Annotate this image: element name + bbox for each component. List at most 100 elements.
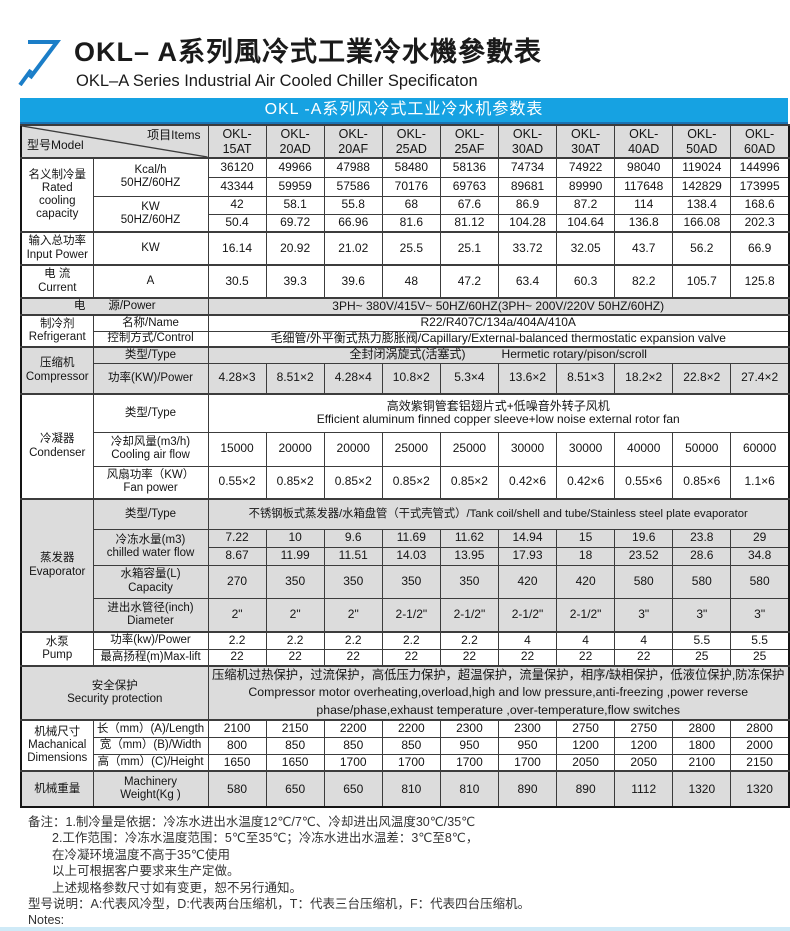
cell: 21.02	[323, 231, 383, 266]
cell: 4	[556, 631, 616, 650]
corner-cell: 项目Items 型号Model	[20, 124, 209, 159]
cell: 67.6	[439, 195, 499, 215]
cell: 138.4	[672, 195, 732, 215]
cell: 580	[730, 564, 790, 599]
note-line: 2.工作范围：冷冻水温度范围：5℃至35℃；冷冻水进出水温差：3℃至8℃，	[52, 831, 479, 846]
cell: 28.6	[672, 546, 732, 566]
table-row: 制冷剂 Refrigerant 名称/Name R22/R407C/134a/404…	[20, 314, 790, 348]
cell: 850	[381, 736, 441, 755]
row-label: 冷却风量(m3/h) Cooling air flow	[92, 431, 209, 467]
cell: 202.3	[730, 213, 790, 233]
model-header-okl-30ad: OKL- 30AD	[497, 124, 558, 159]
cell: 173995	[730, 176, 790, 197]
table-row: 电 源/Power 3PH~ 380V/415V~ 50HZ/60HZ(3PH~ …	[20, 297, 790, 316]
cell: 22	[439, 648, 499, 667]
cell: 11.51	[323, 546, 383, 566]
cell: 50.4	[207, 213, 267, 233]
cell: 580	[672, 564, 732, 599]
cell: 22	[323, 648, 383, 667]
cell: 47.2	[439, 264, 499, 299]
cell: 1320	[730, 770, 790, 808]
cell: 23.52	[614, 546, 674, 566]
section-label-current: 电 流 Current	[20, 264, 94, 299]
note-line: 型号说明：A:代表风冷型，D:代表两台压缩机，T：代表三台压缩机，F：代表四台压…	[28, 897, 531, 912]
cell: 850	[323, 736, 383, 755]
cell: 580	[614, 564, 674, 599]
table-row: 最高扬程(m)Max-lift 22 22 22 22 22 22 22 22 25 25	[21, 648, 790, 667]
table-row: 冷冻水量(m3) chilled water flow 7.22 10 9.6 11.6…	[21, 528, 790, 566]
cell: 2050	[556, 753, 616, 772]
row-label: 类型/Type	[92, 393, 209, 433]
section-label-power-supply: 电 源/Power	[20, 297, 209, 316]
cell: 2100	[207, 719, 267, 738]
spec-table: OKL -A系列风冷式工业冷水机参数表 项目Items 型号Model OKL- 1…	[20, 98, 790, 809]
cell: 420	[497, 564, 558, 599]
cell: 2-1/2"	[439, 597, 499, 633]
cell: 1800	[672, 736, 732, 755]
cell: 850	[265, 736, 325, 755]
cell: 15000	[207, 431, 267, 467]
cell: 350	[323, 564, 383, 599]
cell: 49966	[265, 157, 325, 178]
cell: 87.2	[556, 195, 616, 215]
row-label: 水箱容量(L) Capacity	[92, 564, 209, 599]
table-row: 水泵 Pump 功率(kw)/Power 2.2 2.2 2.2 2.2 2.2 4 4 4 5.5…	[20, 631, 790, 667]
cell: 1.1×6	[730, 465, 790, 500]
cell: 22	[381, 648, 441, 667]
cell: 890	[497, 770, 558, 808]
row-label: 风扇功率（KW） Fan power	[92, 465, 209, 500]
cell: 350	[381, 564, 441, 599]
cell: 2.2	[207, 631, 267, 650]
cell: 19.6	[614, 528, 674, 548]
cell: 4.28×3	[207, 362, 267, 395]
cell: 0.85×2	[439, 465, 499, 500]
table-row: 压缩机 Compressor 类型/Type 全封闭涡旋式(活塞式) Hermeti…	[20, 346, 790, 395]
model-header-okl-15at: OKL- 15AT	[207, 124, 267, 159]
cell: 950	[497, 736, 558, 755]
cell: 30000	[497, 431, 558, 467]
cell: 125.8	[730, 264, 790, 299]
cell: 34.8	[730, 546, 790, 566]
row-value-span: 3PH~ 380V/415V~ 50HZ/60HZ(3PH~ 200V/220V…	[207, 297, 790, 316]
cell: 2"	[207, 597, 267, 633]
row-value-span: 毛细管/外平衡式热力膨胀阀/Capillary/External-balance…	[207, 330, 790, 348]
cell: 2150	[265, 719, 325, 738]
document-header: OKL– A系列風冷式工業冷水機參數表 OKL–A Series Industr…	[16, 30, 542, 91]
cell: 1700	[439, 753, 499, 772]
title-block: OKL– A系列風冷式工業冷水機參數表 OKL–A Series Industr…	[74, 30, 542, 91]
cell: 2.2	[439, 631, 499, 650]
cell: 25	[672, 648, 732, 667]
cell: 650	[265, 770, 325, 808]
cell: 2200	[323, 719, 383, 738]
cell: 29	[730, 528, 790, 548]
cell: 1200	[556, 736, 616, 755]
cell: 43344	[207, 176, 267, 197]
row-label: 类型/Type	[92, 346, 209, 364]
row-label: 名称/Name	[92, 314, 209, 332]
cell: 104.28	[497, 213, 558, 233]
cell: 60000	[730, 431, 790, 467]
row-label: A	[92, 264, 209, 299]
row-value-span: 压缩机过热保护，过流保护，高低压力保护，超温保护，流量保护，相序/缺相保护，低液…	[207, 664, 790, 721]
cell: 5.5	[730, 631, 790, 650]
cell: 104.64	[556, 213, 616, 233]
cell: 22	[614, 648, 674, 667]
cell: 42	[207, 195, 267, 215]
spec-grid: 项目Items 型号Model OKL- 15AT OKL- 20AD OKL- 20A…	[20, 124, 790, 809]
section-label-evaporator: 蒸发器 Evaporator	[20, 498, 94, 633]
cell: 82.2	[614, 264, 674, 299]
cell: 7.22	[207, 528, 267, 548]
note-line: 在冷凝环境温度不高于35℃使用	[52, 847, 230, 862]
table-row: 蒸发器 Evaporator 类型/Type 不锈钢板式蒸发器/水箱盘管（干式壳管式…	[20, 498, 790, 633]
cell: 2300	[439, 719, 499, 738]
cell: 39.3	[265, 264, 325, 299]
cell: 50000	[672, 431, 732, 467]
cell: 3"	[614, 597, 674, 633]
cell: 14.03	[381, 546, 441, 566]
cell: 2300	[497, 719, 558, 738]
cell: 16.14	[207, 231, 267, 266]
cell: 74734	[497, 157, 558, 178]
cell: 81.6	[381, 213, 441, 233]
cell: 30000	[556, 431, 616, 467]
cell: 32.05	[556, 231, 616, 266]
